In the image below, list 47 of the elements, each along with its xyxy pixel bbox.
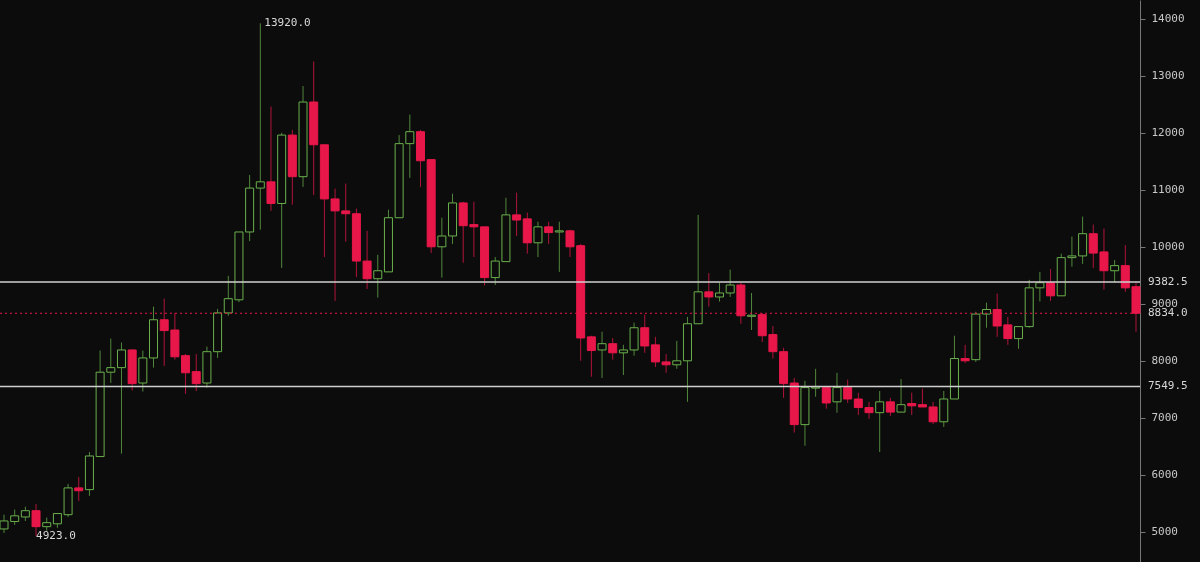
candlestick xyxy=(640,314,650,354)
candlestick xyxy=(715,282,725,303)
candlestick xyxy=(522,212,532,255)
candlestick xyxy=(597,331,607,379)
candlestick xyxy=(843,379,853,404)
candlestick xyxy=(608,337,618,361)
candlestick xyxy=(896,378,906,413)
candlestick xyxy=(373,254,383,299)
candlestick xyxy=(960,344,970,364)
candlestick xyxy=(875,390,885,453)
candlestick xyxy=(533,221,543,258)
y-tick-label: 5000 xyxy=(1151,525,1178,539)
candlestick xyxy=(907,392,917,416)
y-tick-label: 13000 xyxy=(1151,69,1185,83)
candlestick xyxy=(266,106,276,212)
candlestick xyxy=(74,476,84,502)
candlestick xyxy=(586,335,596,378)
candlestick xyxy=(1110,259,1120,284)
annotation: 4923.0 xyxy=(36,529,76,543)
candlestick xyxy=(672,340,682,370)
candlestick xyxy=(554,221,564,273)
candlestick xyxy=(1046,268,1056,302)
candlestick xyxy=(116,342,126,455)
candlestick xyxy=(1014,326,1024,350)
ref-line-label: 8834.0 xyxy=(1148,306,1188,320)
candlestick xyxy=(821,386,831,410)
y-tick-label: 6000 xyxy=(1151,468,1178,482)
y-tick-label: 7000 xyxy=(1151,411,1178,425)
y-tick-label: 10000 xyxy=(1151,240,1185,254)
candlestick xyxy=(747,292,757,331)
y-tick-label: 14000 xyxy=(1151,12,1185,26)
y-tick-label: 11000 xyxy=(1151,183,1185,197)
candlestick xyxy=(704,272,714,308)
candlestick xyxy=(885,397,895,417)
annotation: 13920.0 xyxy=(264,16,311,30)
candlestick xyxy=(939,390,949,428)
candlestick xyxy=(512,192,522,237)
candlestick xyxy=(544,221,554,245)
candlestick xyxy=(725,269,735,298)
ref-line-label: 9382.5 xyxy=(1148,275,1188,288)
candlestick xyxy=(981,302,991,329)
candlestick xyxy=(191,353,201,392)
candlestick xyxy=(832,372,842,414)
y-tick-label: 12000 xyxy=(1151,126,1185,140)
y-tick-label: 8000 xyxy=(1151,354,1178,368)
ref-line-label: 7549.5 xyxy=(1148,379,1188,393)
candlestick xyxy=(255,22,265,231)
